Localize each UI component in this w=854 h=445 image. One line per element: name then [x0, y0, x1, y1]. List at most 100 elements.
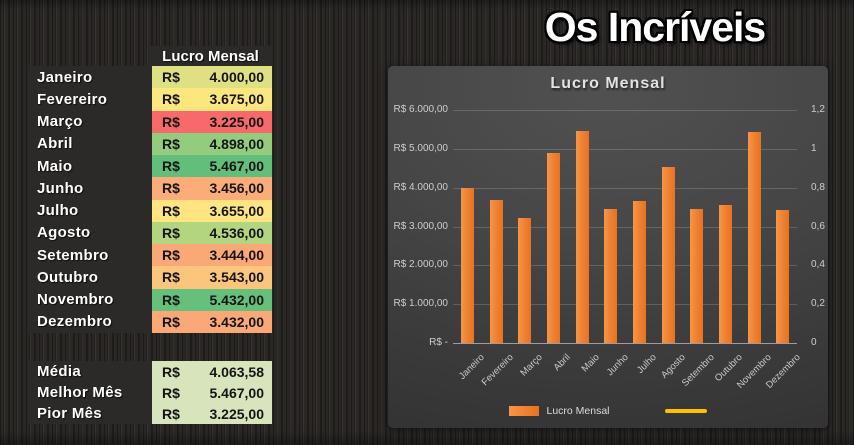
currency-symbol: R$: [162, 269, 180, 286]
currency-symbol: R$: [162, 69, 180, 86]
currency-symbol: R$: [162, 158, 180, 175]
summary-label-column: Média Melhor Mês Pior Mês: [28, 361, 152, 424]
cell-label-media[interactable]: Média: [37, 363, 82, 380]
legend-entry-series-2[interactable]: [664, 409, 707, 413]
table-header: Lucro Mensal: [149, 46, 272, 67]
cell-label-fevereiro[interactable]: Fevereiro: [37, 90, 108, 108]
cell-label-junho[interactable]: Junho: [37, 179, 84, 197]
currency-symbol: R$: [162, 247, 180, 264]
cell-value-marco[interactable]: R$ 3.225,00: [152, 110, 272, 133]
bar-fevereiro[interactable]: [489, 200, 503, 343]
amount: 5.467,00: [209, 384, 265, 401]
cell-label-agosto[interactable]: Agosto: [37, 224, 91, 242]
cell-label-julho[interactable]: Julho: [37, 202, 79, 220]
currency-symbol: R$: [162, 91, 180, 108]
gridline: [453, 265, 797, 267]
cell-label-maio[interactable]: Maio: [37, 157, 73, 175]
cell-value-outubro[interactable]: R$ 3.543,00: [152, 266, 272, 289]
legend-label: Lucro Mensal: [546, 405, 610, 417]
right-axis-tick: 0,4: [811, 259, 825, 271]
cell-value-novembro[interactable]: R$ 5.432,00: [152, 288, 272, 311]
bar-marco[interactable]: [518, 217, 532, 343]
amount: 3.444,00: [209, 247, 265, 264]
currency-symbol: R$: [162, 180, 180, 197]
cell-label-pior-mes[interactable]: Pior Mês: [37, 405, 102, 422]
chart-legend[interactable]: Lucro Mensal: [388, 405, 828, 417]
cell-value-agosto[interactable]: R$ 4.536,00: [152, 221, 272, 244]
legend-line-swatch-icon: [664, 409, 707, 413]
amount: 5.467,00: [209, 158, 265, 175]
x-axis-label-dezembro: Dezembro: [763, 352, 803, 391]
bar-novembro[interactable]: [747, 132, 761, 343]
bar-junho[interactable]: [604, 208, 618, 343]
gridline: [453, 343, 797, 344]
bar-outubro[interactable]: [718, 205, 732, 343]
gridline: [453, 187, 797, 189]
cell-value-media[interactable]: R$ 4.063,58: [152, 361, 272, 382]
bar-abril[interactable]: [546, 152, 560, 343]
cell-label-outubro[interactable]: Outubro: [37, 268, 99, 286]
legend-bar-swatch-icon: [509, 406, 540, 416]
currency-symbol: R$: [162, 291, 180, 308]
bar-janeiro[interactable]: [460, 187, 474, 343]
cell-value-setembro[interactable]: R$ 3.444,00: [152, 244, 272, 267]
left-axis-tick: R$ 1.000,00: [393, 298, 449, 310]
cell-value-melhor-mes[interactable]: R$ 5.467,00: [152, 382, 272, 403]
right-axis-tick: 0: [811, 337, 817, 348]
amount: 3.225,00: [209, 405, 265, 422]
gridline: [453, 110, 797, 111]
cell-value-fevereiro[interactable]: R$ 3.675,00: [152, 88, 272, 111]
left-axis-tick: R$ 5.000,00: [393, 142, 449, 154]
right-axis-tick: 1,2: [811, 104, 825, 115]
legend-entry-lucro-mensal[interactable]: Lucro Mensal: [509, 405, 610, 417]
cell-label-abril[interactable]: Abril: [37, 135, 73, 153]
bar-maio[interactable]: [575, 130, 589, 343]
cell-value-junho[interactable]: R$ 3.456,00: [152, 177, 272, 200]
cell-label-novembro[interactable]: Novembro: [37, 291, 114, 309]
currency-symbol: R$: [162, 384, 180, 401]
cell-value-julho[interactable]: R$ 3.655,00: [152, 199, 272, 222]
currency-symbol: R$: [162, 363, 180, 380]
right-axis-tick: 0,6: [811, 220, 825, 232]
amount: 3.675,00: [209, 91, 265, 108]
cell-value-janeiro[interactable]: R$ 4.000,00: [152, 66, 272, 89]
cell-value-dezembro[interactable]: R$ 3.432,00: [152, 310, 272, 333]
amount: 4.536,00: [209, 224, 265, 241]
gridline: [453, 304, 797, 306]
profit-chart[interactable]: Lucro Mensal Lucro Mensal R$ 6.000,00 1,2…: [388, 66, 828, 428]
gridline: [453, 148, 797, 150]
left-axis-tick: R$ 2.000,00: [393, 259, 449, 271]
amount: 3.543,00: [209, 269, 265, 286]
left-axis-tick: R$ 3.000,00: [393, 220, 449, 232]
month-value-column: R$ 4.000,00 R$ 3.675,00 R$ 3.225,00 R$ 4.898,00…: [152, 66, 272, 333]
amount: 4.000,00: [209, 69, 265, 86]
currency-symbol: R$: [162, 313, 180, 330]
cell-value-maio[interactable]: R$ 5.467,00: [152, 155, 272, 178]
cell-label-melhor-mes[interactable]: Melhor Mês: [37, 384, 123, 401]
amount: 3.225,00: [209, 113, 265, 130]
gridline: [453, 226, 797, 228]
left-axis-tick: R$ 4.000,00: [393, 181, 449, 193]
cell-label-marco[interactable]: Março: [37, 113, 83, 131]
summary-value-column: R$ 4.063,58 R$ 5.467,00 R$ 3.225,00: [152, 361, 272, 424]
cell-label-dezembro[interactable]: Dezembro: [37, 313, 112, 331]
left-axis-tick: R$ -: [429, 337, 448, 348]
currency-symbol: R$: [162, 113, 180, 130]
chart-title[interactable]: Lucro Mensal: [550, 75, 666, 92]
bar-agosto[interactable]: [661, 166, 675, 343]
bar-dezembro[interactable]: [776, 209, 790, 343]
currency-symbol: R$: [162, 224, 180, 241]
amount: 4.063,58: [209, 363, 265, 380]
right-axis-tick: 1: [811, 142, 817, 154]
cell-value-abril[interactable]: R$ 4.898,00: [152, 132, 272, 155]
right-axis-tick: 0,8: [811, 181, 825, 193]
cell-value-pior-mes[interactable]: R$ 3.225,00: [152, 403, 272, 424]
bar-julho[interactable]: [632, 201, 646, 343]
cell-label-janeiro[interactable]: Janeiro: [37, 68, 93, 86]
bar-setembro[interactable]: [690, 209, 704, 343]
amount: 4.898,00: [209, 135, 265, 152]
cell-label-setembro[interactable]: Setembro: [37, 246, 109, 264]
month-label-column: Janeiro Fevereiro Março Abril Maio Junho Julho…: [28, 66, 152, 333]
amount: 3.655,00: [209, 202, 265, 219]
